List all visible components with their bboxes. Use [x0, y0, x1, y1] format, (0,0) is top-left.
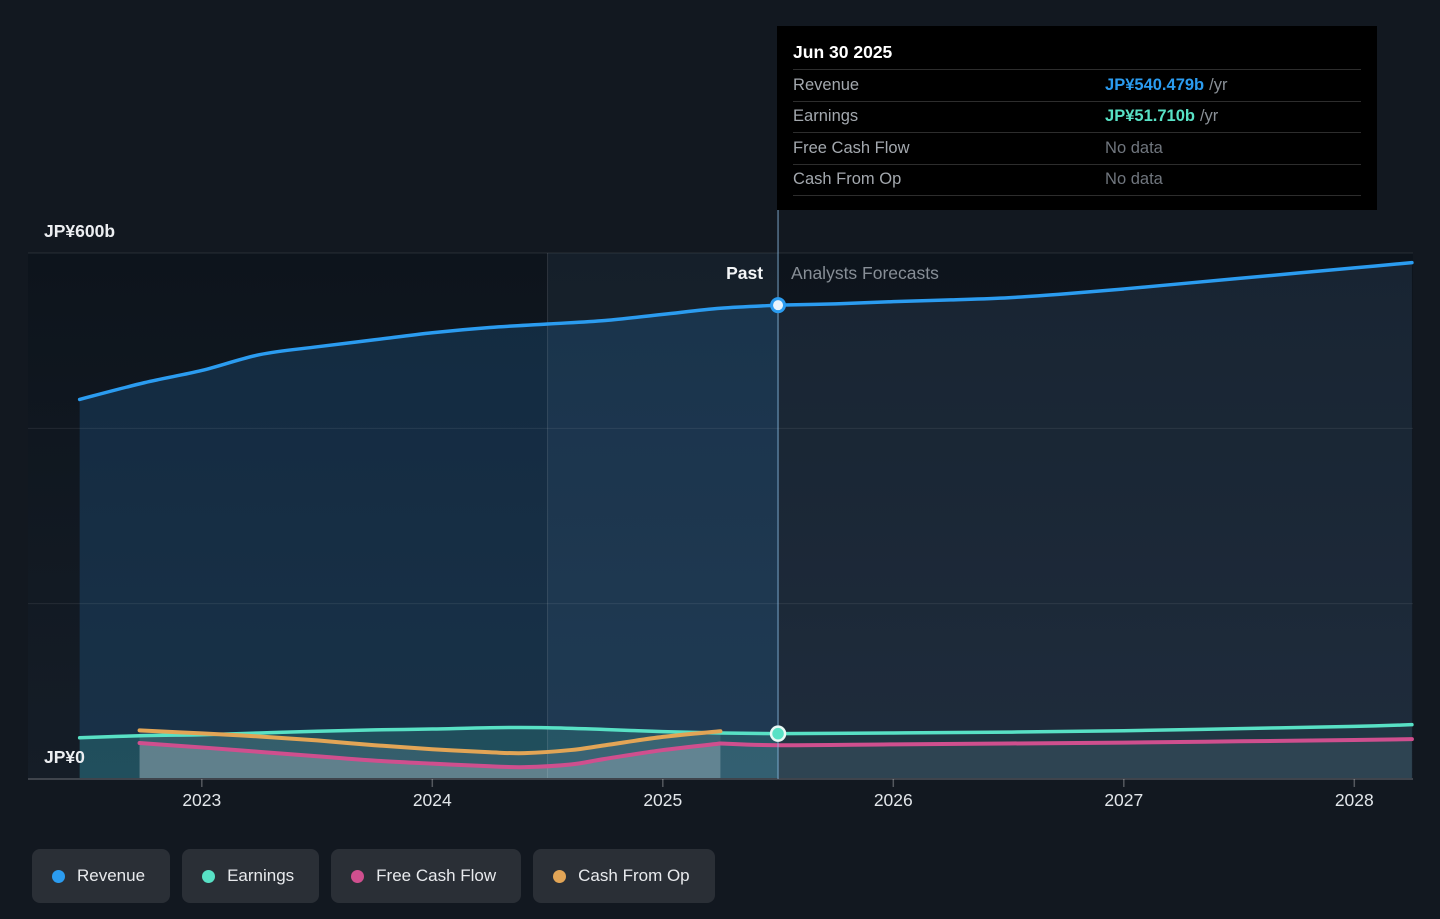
hovered-year-band — [547, 253, 779, 779]
plot-background — [28, 253, 1413, 779]
legend-revenue-chip[interactable]: Revenue — [32, 849, 171, 903]
y-axis-label-600b: JP¥600b — [44, 221, 116, 241]
x-axis-label-2026: 2026 — [873, 790, 913, 810]
tooltip-row-suffix: /yr — [1209, 75, 1228, 94]
revenue-forecast-area — [778, 262, 1412, 780]
legend-free-cash-flow-chip[interactable]: Free Cash Flow — [331, 849, 522, 903]
tooltip-row-label: Earnings — [793, 107, 859, 126]
chart-legend: Revenue Earnings Free Cash Flow Cash Fro… — [32, 849, 715, 903]
earnings-forecast-area — [778, 724, 1412, 779]
legend-cash-from-op-chip[interactable]: Cash From Op — [533, 849, 715, 903]
tooltip-row-label: Cash From Op — [793, 170, 902, 189]
x-axis-label-2023: 2023 — [182, 790, 222, 810]
tooltip-date: Jun 30 2025 — [793, 42, 893, 62]
earnings-past-area — [79, 727, 779, 779]
tooltip-row-free-cash-flow: Free Cash Flow No data — [793, 132, 1362, 164]
analysts-forecasts-label: Analysts Forecasts — [791, 263, 939, 283]
x-axis-label-2028: 2028 — [1334, 790, 1374, 810]
tooltip-row-suffix: /yr — [1199, 107, 1219, 126]
tooltip-row-value: JP¥540.479b — [1105, 75, 1205, 94]
free-cash-flow-forecast-area — [720, 739, 1412, 779]
tooltip-row-value: No data — [1105, 138, 1163, 157]
free-cash-flow-forecast-line — [718, 737, 1414, 748]
revenue-legend-dot-icon — [52, 869, 65, 883]
tooltip-row-earnings: Earnings JP¥51.710b /yr — [793, 100, 1362, 133]
x-axis-label-2024: 2024 — [412, 790, 452, 810]
tooltip-row-cash-from-op: Cash From Op No data — [793, 163, 1362, 196]
legend-label: Revenue — [77, 866, 146, 885]
legend-label: Cash From Op — [578, 866, 690, 885]
tooltip-row-value: JP¥51.710b — [1105, 107, 1195, 126]
x-axis-label-2025: 2025 — [643, 790, 683, 810]
tooltip-row-label: Revenue — [793, 75, 860, 94]
cash-from-op-past-area — [139, 730, 721, 779]
tooltip-row-label: Free Cash Flow — [793, 138, 910, 157]
free-cash-flow-past-line — [137, 741, 723, 770]
earnings-forecast-line — [776, 722, 1414, 736]
revenue-forecast-line — [776, 260, 1414, 307]
tooltip-row-revenue: Revenue JP¥540.479b /yr — [793, 69, 1362, 101]
past-label: Past — [726, 263, 764, 283]
cash-from-op-past-line — [137, 728, 723, 756]
tooltip-row-value: No data — [1105, 170, 1163, 189]
earnings-marker-dot — [769, 725, 787, 742]
revenue-past-area — [79, 305, 779, 779]
legend-label: Free Cash Flow — [376, 866, 497, 885]
free-cash-flow-legend-dot-icon — [351, 869, 365, 883]
legend-earnings-chip[interactable]: Earnings — [182, 849, 320, 903]
hover-tooltip: Jun 30 2025 Revenue JP¥540.479b /yr Earn… — [777, 26, 1378, 210]
earnings-legend-dot-icon — [202, 869, 216, 883]
cash-from-op-legend-dot-icon — [553, 869, 567, 883]
revenue-past-line — [77, 303, 780, 402]
x-axis-label-2027: 2027 — [1104, 790, 1144, 810]
y-axis-label-0: JP¥0 — [44, 747, 85, 767]
revenue-marker-dot — [770, 297, 787, 314]
free-cash-flow-past-area — [139, 743, 721, 779]
legend-label: Earnings — [227, 866, 295, 885]
